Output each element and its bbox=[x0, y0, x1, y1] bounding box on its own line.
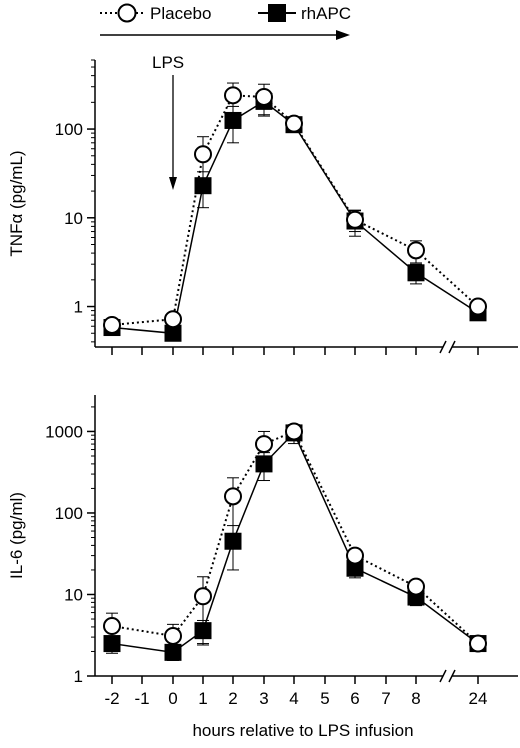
lps-arrow-head bbox=[169, 177, 177, 190]
placebo-point bbox=[407, 577, 425, 596]
y-axis-label: IL-6 (pg/ml) bbox=[7, 492, 26, 579]
y-tick-label: 10 bbox=[64, 209, 83, 228]
y-axis-label: TNFα (pg/mL) bbox=[7, 150, 26, 256]
placebo-point bbox=[164, 626, 182, 645]
y-tick-label: 100 bbox=[55, 504, 83, 523]
x-tick-label: 24 bbox=[469, 689, 488, 708]
x-tick-label: 6 bbox=[350, 689, 359, 708]
rhapc-point bbox=[224, 532, 242, 550]
rhapc-point bbox=[164, 324, 182, 342]
placebo-point bbox=[346, 210, 364, 229]
rhapc-point bbox=[103, 635, 121, 653]
rhapc-point bbox=[224, 111, 242, 129]
infusion-arrow bbox=[100, 30, 350, 40]
placebo-point bbox=[469, 634, 487, 653]
x-axis-label: hours relative to LPS infusion bbox=[192, 721, 413, 740]
axis-break-mark bbox=[439, 340, 447, 354]
x-tick-label: 4 bbox=[289, 689, 298, 708]
legend-placebo-label: Placebo bbox=[150, 4, 211, 23]
axis-break-mark bbox=[448, 669, 456, 683]
lps-annotation: LPS bbox=[152, 53, 184, 190]
y-tick-label: 1 bbox=[74, 298, 83, 317]
axis-break-mark bbox=[448, 340, 456, 354]
il6-panel: 1 10 100 1000 IL-6 (pg/ml) -2 -1 0 1 2 3 4 5 6 7 8 24 bbox=[7, 395, 518, 708]
placebo-point bbox=[255, 435, 273, 454]
x-tick-label: 8 bbox=[411, 689, 420, 708]
legend-placebo-marker bbox=[117, 3, 137, 23]
legend-rhapc-marker bbox=[268, 4, 286, 22]
x-tick-label: 1 bbox=[198, 689, 207, 708]
lps-label: LPS bbox=[152, 53, 184, 72]
placebo-point bbox=[103, 315, 121, 334]
placebo-point bbox=[469, 297, 487, 316]
y-tick-label: 1 bbox=[74, 667, 83, 686]
placebo-series-line bbox=[111, 430, 479, 645]
placebo-point bbox=[194, 587, 212, 606]
y-tick-label: 1000 bbox=[45, 422, 83, 441]
rhapc-point bbox=[255, 455, 273, 473]
y-tick-label: 10 bbox=[64, 585, 83, 604]
rhapc-point bbox=[407, 264, 425, 282]
placebo-point bbox=[164, 310, 182, 329]
x-tick-label: 2 bbox=[228, 689, 237, 708]
placebo-point bbox=[346, 546, 364, 565]
x-tick-label: -2 bbox=[104, 689, 119, 708]
x-tick-label: 5 bbox=[320, 689, 329, 708]
placebo-point bbox=[285, 114, 303, 133]
x-tick-label: 3 bbox=[259, 689, 268, 708]
x-tick-label: -1 bbox=[134, 689, 149, 708]
tnf-panel: 1 10 100 TNFα (pg/mL) bbox=[7, 59, 518, 355]
infusion-arrow-head bbox=[336, 30, 350, 40]
rhapc-series-line bbox=[111, 100, 479, 335]
legend-rhapc-label: rhAPC bbox=[301, 4, 351, 23]
x-tick-label: 7 bbox=[381, 689, 390, 708]
rhapc-point bbox=[194, 622, 212, 640]
placebo-point bbox=[255, 87, 273, 106]
placebo-point bbox=[407, 241, 425, 260]
rhapc-series-line bbox=[111, 431, 479, 654]
axis-break-mark bbox=[439, 669, 447, 683]
y-tick-label: 100 bbox=[55, 120, 83, 139]
rhapc-point bbox=[194, 177, 212, 195]
placebo-point bbox=[285, 422, 303, 441]
legend: Placebo rhAPC bbox=[100, 3, 351, 23]
x-tick-label: 0 bbox=[168, 689, 177, 708]
placebo-point bbox=[194, 145, 212, 164]
rhapc-point bbox=[164, 643, 182, 661]
placebo-point bbox=[224, 487, 242, 506]
placebo-point bbox=[224, 86, 242, 105]
placebo-point bbox=[103, 617, 121, 636]
rhapc-point bbox=[346, 559, 364, 577]
